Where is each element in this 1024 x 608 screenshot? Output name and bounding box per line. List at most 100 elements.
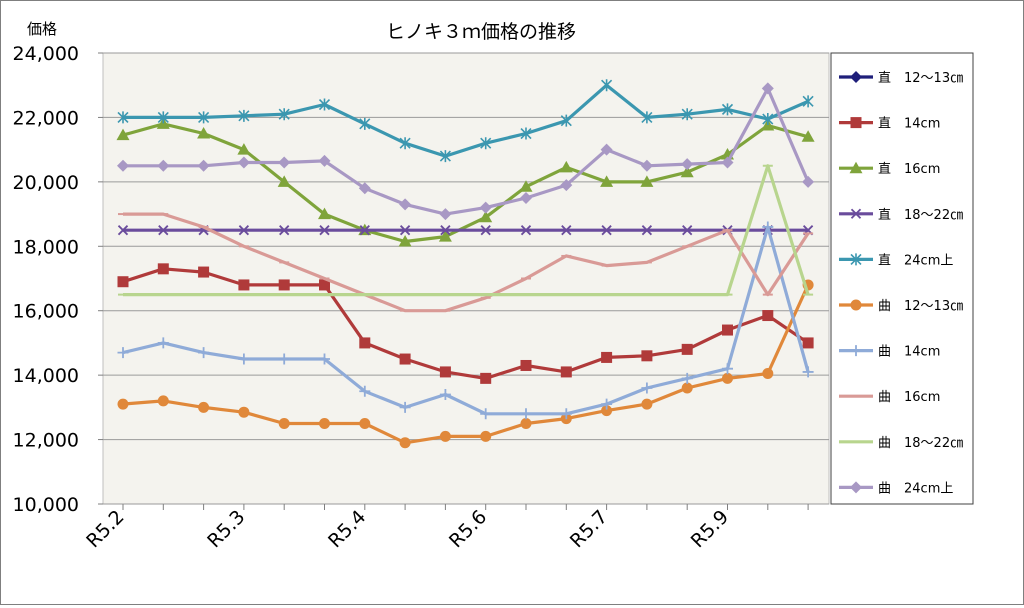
legend-label: 直 12～13㎝ <box>878 71 963 86</box>
data-point <box>559 160 573 173</box>
data-point <box>117 276 129 288</box>
data-point <box>439 430 451 442</box>
series-6 <box>117 221 814 420</box>
data-point <box>520 408 532 420</box>
data-point <box>157 263 169 275</box>
legend-box <box>830 52 974 505</box>
data-point <box>399 353 411 365</box>
legend-marker <box>850 253 862 266</box>
legend-label: 曲 18～22㎝ <box>878 436 963 451</box>
data-point <box>802 337 814 349</box>
data-point <box>278 417 290 429</box>
data-point <box>640 159 653 172</box>
data-point <box>358 182 371 195</box>
legend-item: 直 12～13㎝ <box>839 71 963 86</box>
data-point <box>762 368 774 380</box>
data-point <box>318 98 331 111</box>
grid-layer <box>103 52 829 505</box>
data-point <box>359 225 370 236</box>
series-1 <box>117 263 814 384</box>
data-point <box>439 388 451 400</box>
legend-label: 曲 16cm <box>878 390 940 405</box>
series-line <box>122 267 809 380</box>
data-point <box>681 108 693 121</box>
data-point <box>681 343 693 355</box>
data-point <box>117 159 129 172</box>
data-point <box>802 175 815 188</box>
series-line <box>123 212 810 313</box>
data-point <box>722 324 733 336</box>
data-point <box>560 114 572 127</box>
x-tick-label: R5.6 <box>445 506 491 552</box>
data-point <box>440 225 451 236</box>
y-tick-label: 16,000 <box>13 301 79 323</box>
data-point <box>641 398 653 410</box>
data-point <box>319 417 330 429</box>
series-line <box>123 164 810 297</box>
data-point <box>359 337 371 349</box>
x-tick-label: R5.2 <box>82 506 128 552</box>
series-line <box>123 83 809 158</box>
data-point <box>681 372 693 384</box>
data-point <box>682 225 693 236</box>
data-point <box>681 382 693 394</box>
data-point <box>560 366 572 378</box>
legend-item: 直 16cm <box>839 161 940 177</box>
legend-label: 直 16cm <box>878 162 940 177</box>
y-tick-label: 12,000 <box>13 430 79 452</box>
data-point <box>520 359 532 371</box>
data-point <box>117 347 129 359</box>
x-tick-label: R5.4 <box>324 506 370 552</box>
legend-marker <box>850 208 862 219</box>
data-point <box>520 127 532 140</box>
legend-label: 直 14cm <box>878 117 940 132</box>
y-tick-label: 10,000 <box>13 494 79 516</box>
data-point <box>359 385 371 397</box>
data-point <box>721 156 734 169</box>
data-point <box>761 82 774 95</box>
data-point <box>157 159 170 172</box>
data-point <box>117 398 129 410</box>
data-point <box>640 175 654 187</box>
series-4 <box>117 79 814 163</box>
series-line <box>122 122 809 244</box>
series-9 <box>117 82 815 221</box>
x-tick-label: R5.3 <box>203 506 249 552</box>
data-point <box>319 279 330 291</box>
data-point <box>641 111 653 124</box>
series-layer <box>116 79 815 449</box>
data-point <box>157 111 169 124</box>
data-point <box>197 127 211 139</box>
y-tick-label: 20,000 <box>13 172 79 194</box>
data-point <box>238 225 250 236</box>
series-line <box>123 86 810 216</box>
data-point <box>278 279 290 291</box>
data-point <box>601 79 613 92</box>
data-point <box>399 401 411 413</box>
data-point <box>279 225 290 236</box>
data-point <box>762 221 774 233</box>
data-point <box>198 266 210 278</box>
data-point <box>600 175 614 187</box>
data-point <box>157 337 169 349</box>
legend-item: 直 14cm <box>839 117 940 132</box>
legend-marker <box>850 481 862 494</box>
data-point <box>480 430 492 442</box>
legend-item: 直 18～22㎝ <box>839 208 963 223</box>
data-point <box>439 150 451 163</box>
x-tick-label: R5.9 <box>687 506 733 552</box>
data-point <box>278 108 290 121</box>
data-point <box>318 154 331 167</box>
data-point <box>439 366 451 378</box>
data-point <box>519 180 533 192</box>
data-point <box>601 351 613 363</box>
legend-item: 曲 24cm上 <box>839 481 953 496</box>
legend-label: 直 18～22㎝ <box>878 208 963 223</box>
data-point <box>439 208 452 221</box>
y-tick-label: 22,000 <box>13 107 79 129</box>
data-point <box>802 366 814 378</box>
legend-marker <box>850 299 862 311</box>
chart-title: ヒノキ３ｍ価格の推移 <box>386 21 576 43</box>
